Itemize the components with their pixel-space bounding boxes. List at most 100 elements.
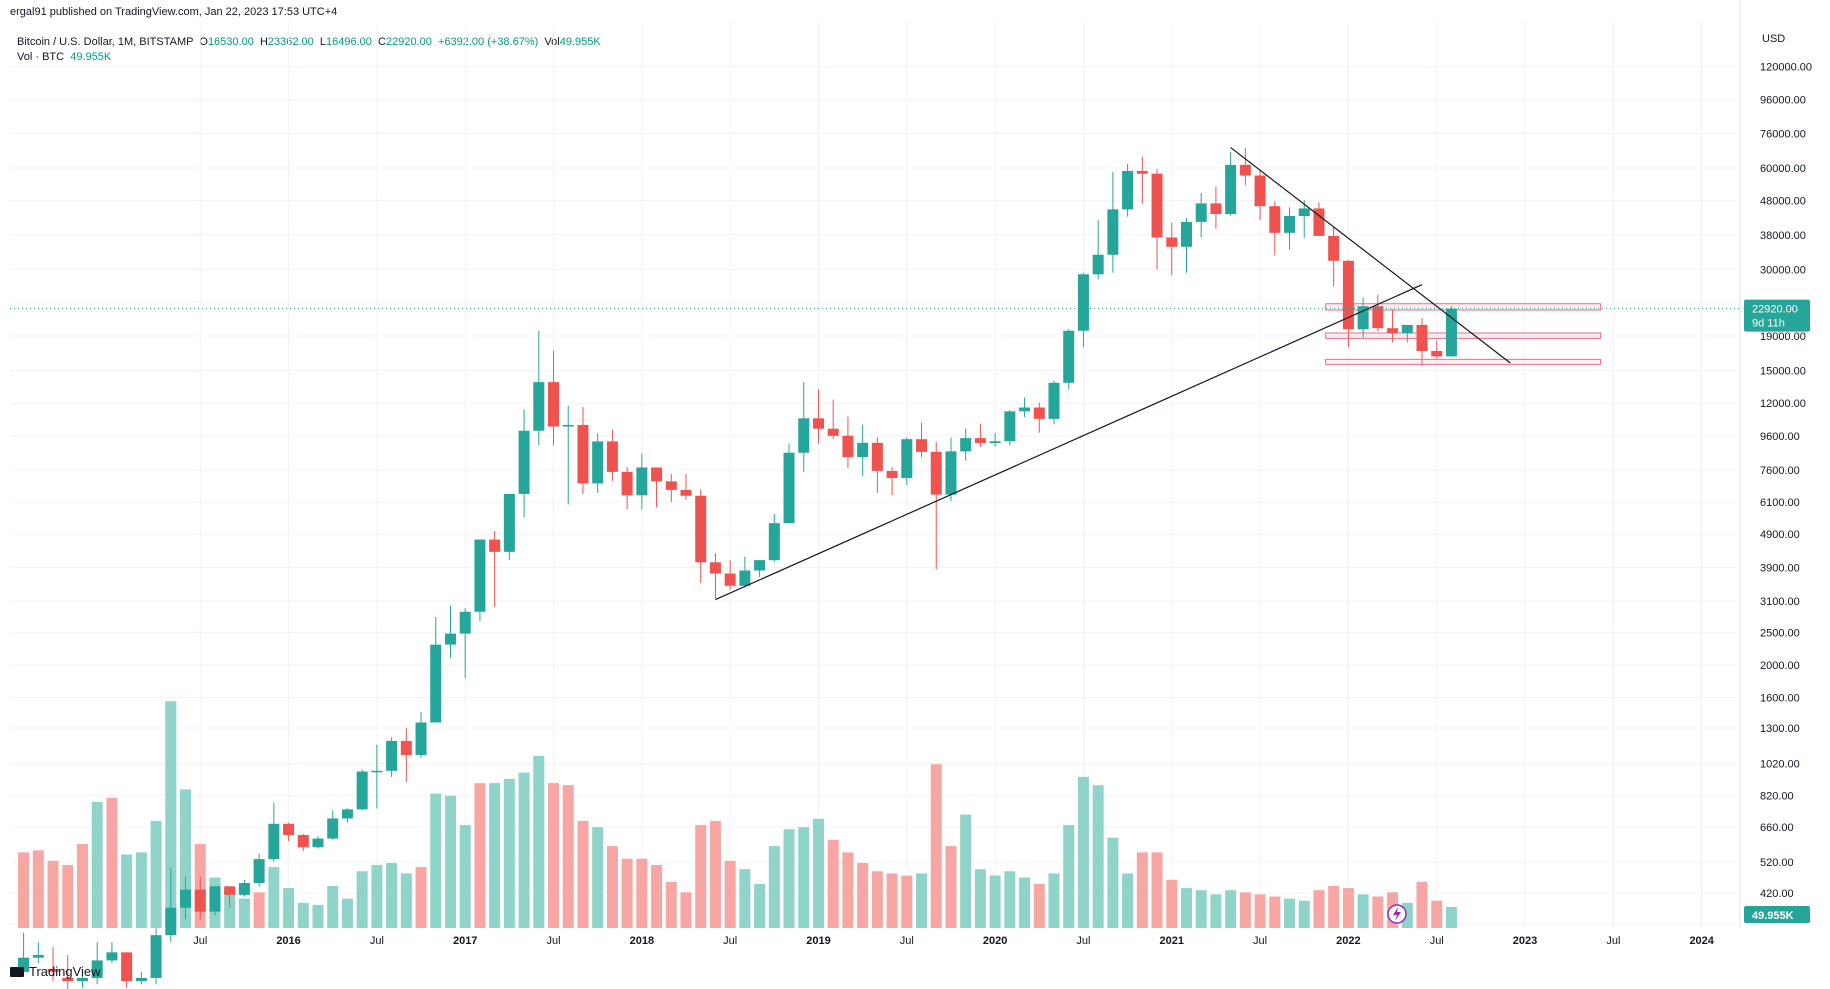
volume-bar [636,858,648,928]
attribution: ergal91 published on TradingView.com, Ja… [10,6,338,18]
symbol-legend: Bitcoin / U.S. Dollar, 1M, BITSTAMP O165… [17,36,601,48]
candle-body [1445,308,1457,357]
volume-bar [577,820,589,928]
volume-bar [121,854,133,928]
y-tick-label: 1020.00 [1760,758,1800,770]
price-badge-countdown: 9d 11h [1752,318,1785,330]
candle-body [1210,203,1222,214]
x-tick-label: 2023 [1513,935,1537,947]
candle-body [916,439,928,452]
x-tick-label: Jul [723,935,737,947]
candle-body [680,489,692,496]
candle-body [1387,328,1399,334]
candle-body [503,493,515,552]
candle-body [960,438,972,452]
volume-legend-value: 49.955K [70,51,112,63]
volume-bar [430,793,442,928]
candle-body [1048,382,1060,419]
volume-badge-bg [1744,906,1810,923]
candle-body [842,435,854,458]
volume-bar [356,871,368,928]
trend-line [715,284,1423,601]
volume-bar [1313,890,1325,928]
candle-body [459,611,471,634]
candle-body [1416,324,1428,352]
candle-body [562,424,574,427]
volume-bar [1151,852,1163,928]
candle-body [1357,306,1369,330]
volume-bar [901,875,913,928]
y-tick-label: 1300.00 [1760,723,1800,735]
candle-body [1342,260,1354,330]
candle-body [1328,235,1340,261]
symbol-name: Bitcoin / U.S. Dollar, 1M, BITSTAMP [17,36,194,48]
candle-body [32,955,44,958]
x-tick-label: Jul [1430,935,1444,947]
volume-bar [960,814,972,928]
y-tick-label: 7600.00 [1760,465,1800,477]
volume-bar [165,701,177,928]
candle-body [901,439,913,479]
y-tick-label: 660.00 [1760,822,1794,834]
volume-bar [1372,896,1384,928]
volume-bar [548,783,560,928]
candle-body [1151,173,1163,238]
volume-bar [871,871,883,928]
volume-bar [253,892,265,928]
volume-bar [1431,900,1443,928]
x-tick-label: Jul [1606,935,1620,947]
candle-body [636,467,648,496]
candle-body [1269,206,1281,233]
candle-body [651,467,663,482]
volume-bar [562,785,574,928]
volume-bar [238,898,250,928]
candle-body [1004,411,1016,442]
candle-body [1180,221,1192,247]
candle-body [812,418,824,429]
volume-bar [327,886,339,928]
volume-bar [533,755,545,928]
tradingview-logo-icon [10,966,24,977]
y-tick-label: 420.00 [1760,888,1794,900]
volume-bar [651,865,663,928]
candle-body [695,495,707,563]
volume-bar [886,873,898,928]
volume-bar [1048,873,1060,928]
candle-body [739,570,751,586]
candle-body [1122,170,1134,210]
candle-body [754,560,766,571]
y-tick-label: 96000.00 [1760,94,1806,106]
volume-bar [974,869,986,928]
candle-body [974,438,986,443]
candle-body [1284,216,1296,233]
candle-body [606,441,618,472]
legend-change: +6392.00 (+38.67%) [437,36,539,48]
volume-bar [1269,896,1281,928]
candle-body [1401,324,1413,334]
volume-bar [386,862,398,928]
volume-bar [1033,883,1045,928]
volume-bar [1063,825,1075,928]
candle-body [18,957,30,972]
volume-bar [1225,890,1237,928]
x-tick-label: Jul [1253,935,1267,947]
y-tick-label: 15000.00 [1760,366,1806,378]
y-tick-label: 12000.00 [1760,398,1806,410]
x-tick-label: 2016 [276,935,300,947]
candle-body [548,382,560,427]
legend-high: 23362.00 [267,36,314,48]
volume-bar [665,881,677,928]
candle-body [312,838,324,848]
volume-bar [1019,877,1031,928]
volume-bar [503,778,515,928]
x-tick-label: 2022 [1336,935,1360,947]
price-badge-value: 22920.00 [1752,304,1798,316]
candle-body [47,968,59,972]
candle-body [121,952,133,982]
candle-body [1166,237,1178,247]
y-tick-label: 38000.00 [1760,230,1806,242]
candle-body [1225,164,1237,214]
candle-body [238,883,250,895]
volume-bar [1136,852,1148,928]
